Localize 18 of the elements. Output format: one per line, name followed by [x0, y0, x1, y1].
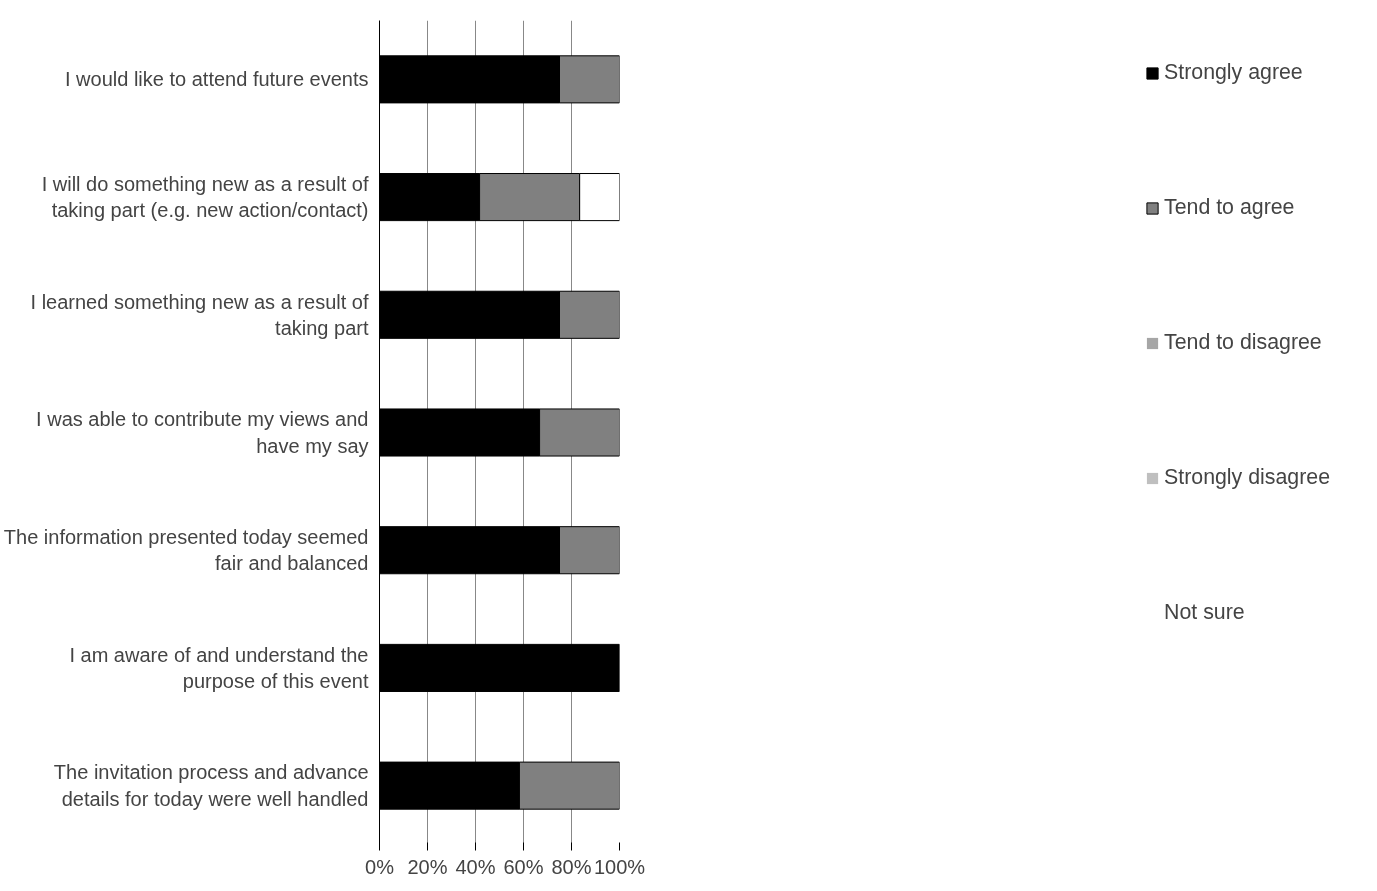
y-tick-label: The invitation process and advance details for today were well handled [53, 761, 369, 810]
y-tick-label: I will do something new as a result of taking part (e.g. new action/contact) [41, 172, 369, 222]
y-tick-label: I learned something new as a result of taking part [30, 290, 369, 339]
y-tick-label: I am aware of and understand the purpose of this event [69, 643, 369, 693]
x-tick-label: 0% [365, 855, 395, 878]
legend-label: Strongly disagree [1164, 465, 1330, 490]
x-tick-label: 40% [455, 855, 496, 878]
legend-label: Strongly agree [1164, 60, 1303, 85]
legend-label: Tend to agree [1164, 195, 1295, 220]
y-tick-label: I would like to attend future events [64, 68, 369, 91]
x-tick-label: 80% [551, 855, 592, 878]
text: Not sure [1164, 600, 1245, 625]
x-tick-label: 100% [593, 855, 646, 878]
y-tick-label: The information presented today seemed fair and balanced [3, 526, 369, 575]
x-tick-label: 60% [503, 855, 544, 878]
y-tick-label: I was able to contribute my views and have my say [36, 408, 369, 457]
x-tick-label: 20% [407, 855, 448, 878]
legend-label: Tend to disagree [1164, 330, 1322, 355]
